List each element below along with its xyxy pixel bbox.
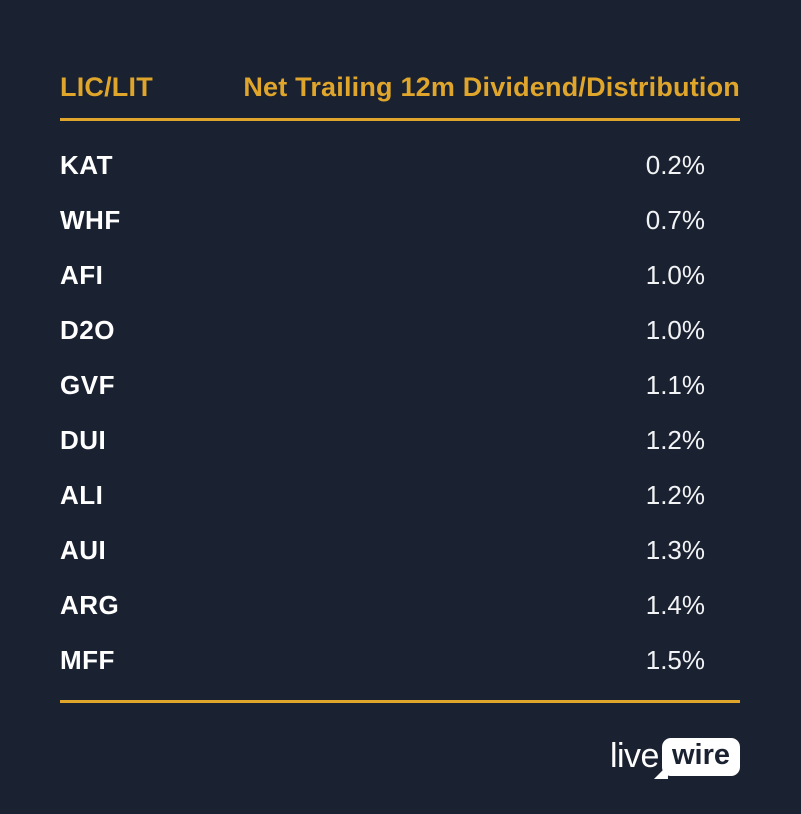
table-row: MFF 1.5% bbox=[60, 633, 740, 688]
table-row: ALI 1.2% bbox=[60, 468, 740, 523]
table-row: GVF 1.1% bbox=[60, 358, 740, 413]
value-cell: 1.0% bbox=[645, 260, 705, 290]
logo-badge-wire: wire bbox=[653, 738, 740, 779]
value-cell: 1.4% bbox=[645, 590, 705, 620]
footer: live wire bbox=[60, 736, 740, 779]
value-cell: 1.2% bbox=[645, 425, 705, 455]
ticker-cell: MFF bbox=[60, 645, 115, 675]
value-cell: 1.3% bbox=[645, 535, 705, 565]
value-cell: 0.2% bbox=[645, 150, 705, 180]
column-header-lic-lit: LIC/LIT bbox=[60, 72, 153, 102]
logo-text-wire: wire bbox=[671, 739, 730, 771]
table-row: AFI 1.0% bbox=[60, 248, 740, 303]
ticker-cell: D2O bbox=[60, 315, 115, 345]
value-cell: 0.7% bbox=[645, 205, 705, 235]
table-row: KAT 0.2% bbox=[60, 138, 740, 193]
value-cell: 1.0% bbox=[645, 315, 705, 345]
logo-text-live: live bbox=[609, 736, 660, 775]
table-rows: KAT 0.2% WHF 0.7% AFI 1.0% D2O 1.0% GVF … bbox=[60, 138, 740, 688]
table-row: WHF 0.7% bbox=[60, 193, 740, 248]
table-row: AUI 1.3% bbox=[60, 523, 740, 578]
ticker-cell: ALI bbox=[60, 480, 104, 510]
value-cell: 1.2% bbox=[645, 480, 705, 510]
livewire-logo: live wire bbox=[609, 736, 740, 779]
ticker-cell: AUI bbox=[60, 535, 107, 565]
ticker-cell: AFI bbox=[60, 260, 104, 290]
table-row: DUI 1.2% bbox=[60, 413, 740, 468]
ticker-cell: WHF bbox=[60, 205, 121, 235]
value-cell: 1.5% bbox=[645, 645, 705, 675]
ticker-cell: KAT bbox=[60, 150, 114, 180]
ticker-cell: ARG bbox=[60, 590, 120, 620]
value-cell: 1.1% bbox=[645, 370, 705, 400]
bottom-divider bbox=[60, 700, 740, 703]
table-header: LIC/LIT Net Trailing 12m Dividend/Distri… bbox=[60, 0, 740, 121]
table-row: ARG 1.4% bbox=[60, 578, 740, 633]
ticker-cell: GVF bbox=[60, 370, 115, 400]
ticker-cell: DUI bbox=[60, 425, 107, 455]
column-header-dividend: Net Trailing 12m Dividend/Distribution bbox=[243, 72, 740, 102]
table-row: D2O 1.0% bbox=[60, 303, 740, 358]
